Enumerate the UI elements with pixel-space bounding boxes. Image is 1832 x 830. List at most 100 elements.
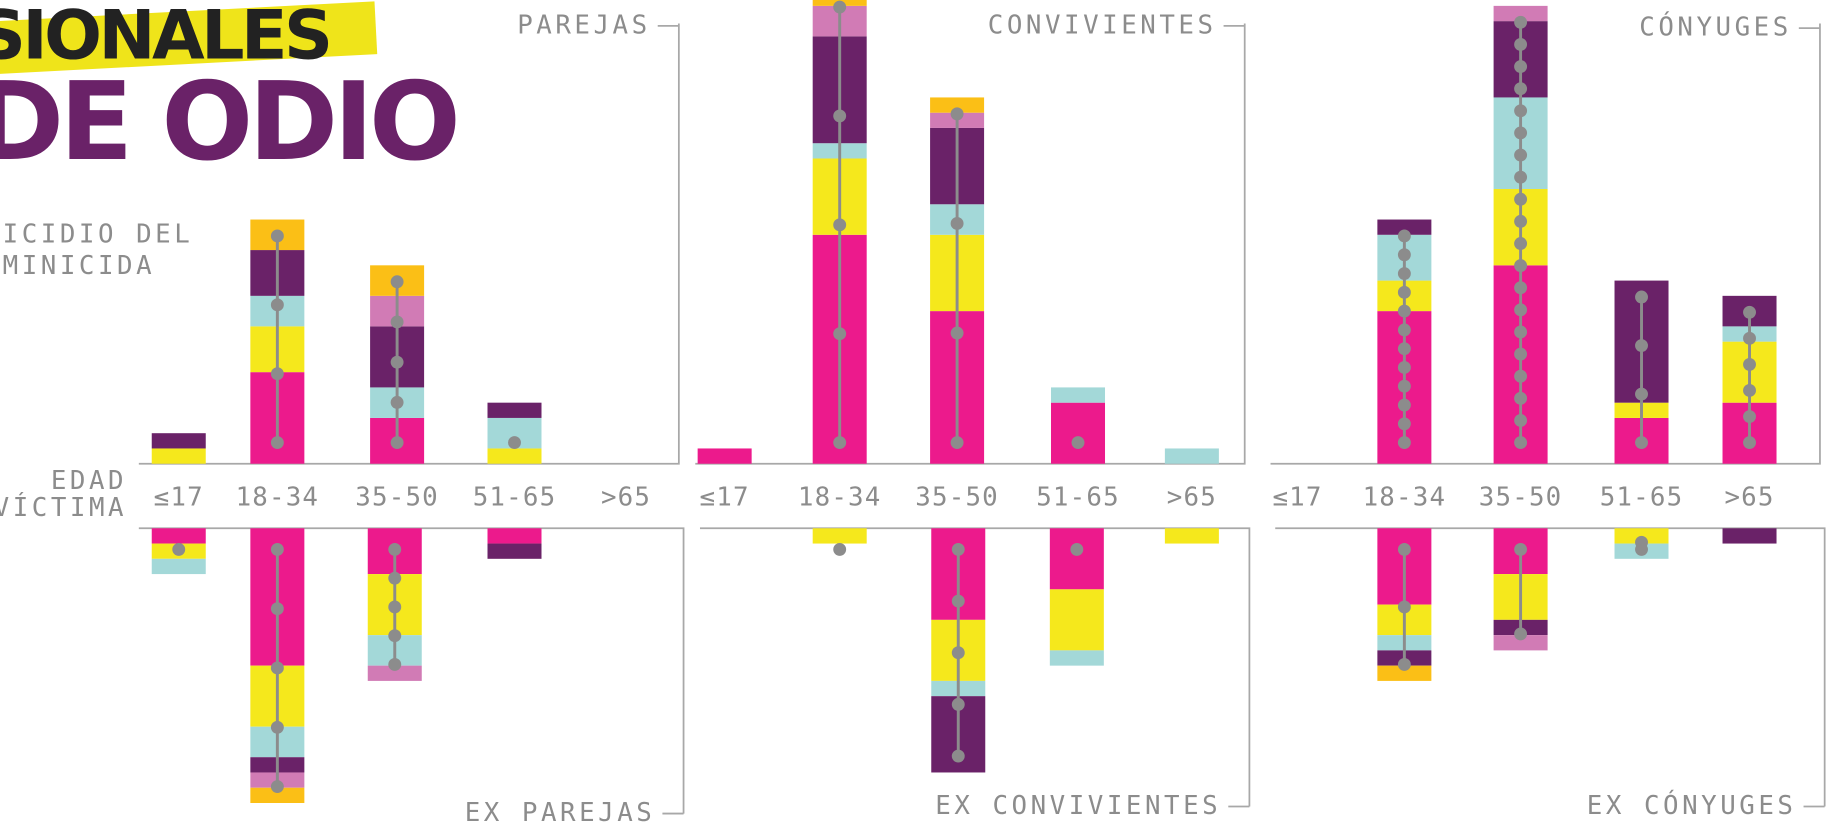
dot — [1514, 60, 1528, 74]
dot — [390, 436, 404, 450]
axis-line — [695, 23, 1246, 465]
bar-segment — [1377, 665, 1432, 681]
panel-title: CONVIVIENTES — [988, 10, 1217, 40]
dot — [951, 697, 965, 711]
dot — [1743, 305, 1756, 319]
dot — [1514, 347, 1528, 361]
dot — [1397, 304, 1411, 318]
dot — [950, 436, 964, 450]
dot — [508, 436, 521, 450]
bar-segment — [487, 543, 542, 559]
dot — [270, 229, 284, 243]
dot — [1635, 535, 1648, 549]
dot — [1743, 436, 1756, 450]
subtitle-line: MINICIDA — [3, 251, 156, 281]
panel-title: EX PAREJAS — [465, 798, 656, 828]
panel-title: EX CONVIVIENTES — [935, 791, 1221, 821]
dot — [1397, 323, 1411, 337]
dot — [388, 571, 402, 585]
dot — [1514, 15, 1528, 29]
dot — [270, 367, 284, 381]
x-tick-label: ≤17 — [154, 482, 204, 512]
dot — [1635, 290, 1648, 304]
dot-group — [1514, 542, 1528, 641]
dot — [1635, 387, 1648, 401]
dot-group — [1070, 542, 1084, 556]
dot — [1397, 267, 1411, 280]
x-tick-label: 18-34 — [1363, 482, 1447, 512]
dot — [833, 109, 847, 123]
dot — [1397, 436, 1411, 450]
dot — [1514, 281, 1528, 295]
dot — [1514, 214, 1528, 228]
dot — [1514, 237, 1528, 250]
dot-group — [270, 542, 284, 794]
dot — [1514, 369, 1528, 383]
dot — [1514, 126, 1528, 140]
bar-segment — [487, 402, 542, 418]
dot — [833, 436, 847, 450]
bar-segment — [697, 448, 752, 464]
age-axis-label: VÍCTIMA — [0, 491, 127, 523]
x-tick-label: >65 — [1167, 482, 1217, 512]
dot-group — [388, 542, 402, 671]
x-tick-label: 18-34 — [798, 482, 882, 512]
bar-segment — [151, 558, 206, 575]
dot — [1397, 360, 1411, 374]
x-tick-label: >65 — [601, 482, 651, 512]
dot — [1514, 259, 1528, 273]
dot — [1514, 104, 1528, 118]
bar-segment — [1722, 528, 1777, 544]
dot — [1514, 37, 1528, 51]
x-tick-label: 18-34 — [236, 482, 320, 512]
axis-line — [138, 527, 685, 814]
dot — [1514, 414, 1528, 427]
x-tick-label: ≤17 — [700, 482, 750, 512]
dot-group — [270, 229, 284, 450]
x-tick-label: 51-65 — [1036, 482, 1120, 512]
dot — [1635, 436, 1648, 450]
bar-segment — [1493, 5, 1548, 22]
bar-segment — [812, 528, 867, 544]
bar-segment — [1377, 219, 1432, 235]
bar-segment — [487, 528, 542, 544]
dot-group — [1514, 15, 1528, 450]
panel-title: PAREJAS — [517, 10, 650, 40]
dot — [388, 542, 402, 556]
dot — [270, 720, 284, 734]
dot — [390, 395, 404, 409]
dot — [1070, 542, 1084, 556]
bar-segment — [151, 433, 206, 449]
bar-segment — [151, 448, 206, 464]
dot — [833, 542, 847, 556]
dot — [950, 326, 964, 340]
dot — [1743, 410, 1756, 423]
dot — [1397, 229, 1411, 243]
panel-title: CÓNYUGES — [1639, 11, 1792, 43]
dot — [1071, 436, 1085, 450]
dot — [1397, 398, 1411, 412]
dot — [1743, 357, 1756, 371]
x-tick-label: 51-65 — [473, 482, 557, 512]
dot — [1514, 192, 1528, 206]
dot-group — [1397, 542, 1411, 671]
dot-group — [950, 107, 964, 450]
dot — [390, 355, 404, 369]
dot — [270, 661, 284, 675]
dot — [388, 600, 402, 614]
bar-segment — [1493, 635, 1548, 651]
dot-group — [951, 542, 965, 763]
dot-group — [1743, 305, 1756, 450]
dot-group — [508, 436, 521, 450]
bar-segment — [1049, 528, 1104, 590]
dot — [1397, 285, 1411, 299]
bar-segment — [151, 528, 206, 544]
dot — [172, 542, 186, 556]
bar-segment — [1051, 402, 1106, 464]
age-axis-label: EDAD — [51, 466, 127, 496]
dot — [1514, 542, 1528, 556]
dot — [1397, 658, 1411, 671]
title-highlight — [0, 1, 378, 75]
title-line: SIONALES — [0, 0, 329, 75]
subtitle-line: ICIDIO DEL — [3, 219, 194, 249]
